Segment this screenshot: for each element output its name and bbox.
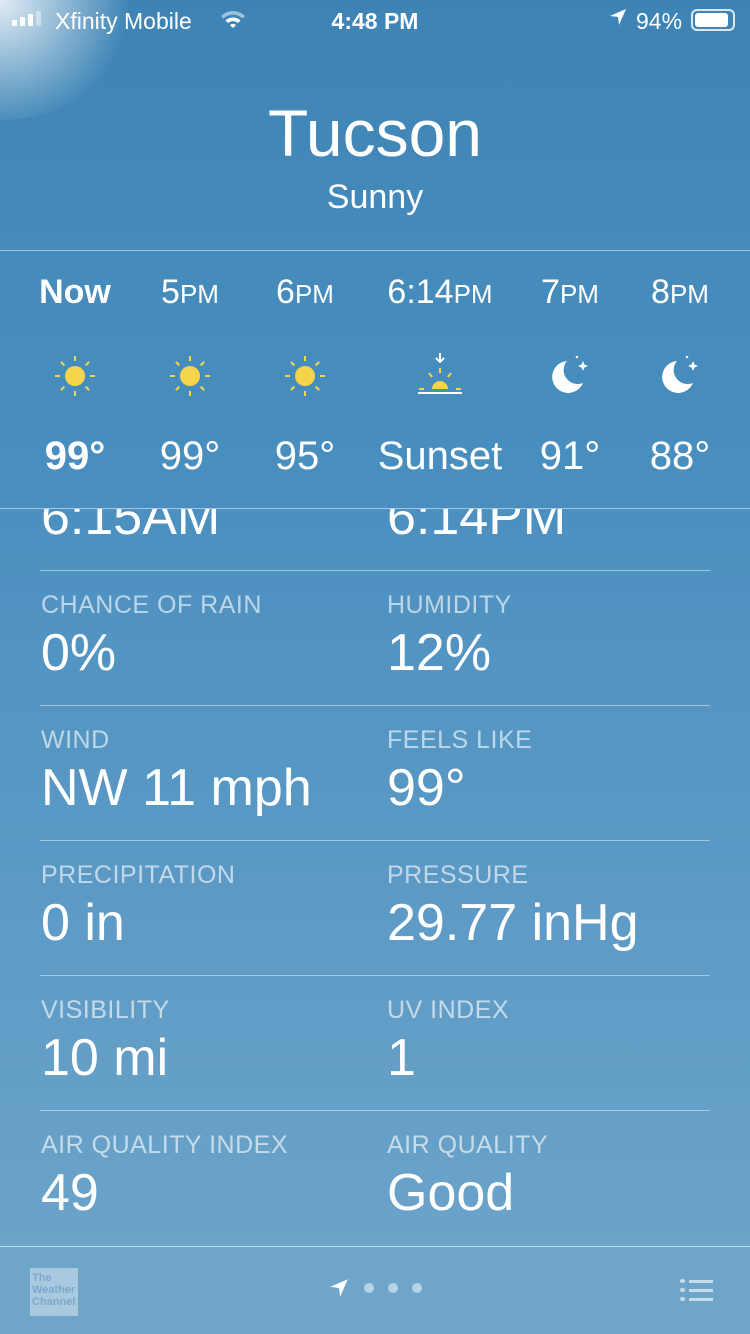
hour-time: Now: [39, 273, 111, 311]
hour-value: 99°: [159, 434, 221, 478]
detail-value: 12%: [387, 624, 492, 682]
details-list[interactable]: SUNRISE6:15AMSUNSET6:14PM CHANCE OF RAIN 0…: [0, 509, 750, 1246]
battery-percent: 94%: [636, 8, 683, 34]
detail-label: PRESSURE: [387, 861, 529, 889]
hour-value: 88°: [649, 434, 711, 478]
detail-label: VISIBILITY: [41, 996, 170, 1024]
city-name: Tucson: [268, 96, 482, 170]
detail-label: CHANCE OF RAIN: [41, 591, 262, 619]
detail-value: 99°: [387, 759, 466, 817]
page-dot[interactable]: [388, 1283, 398, 1293]
detail-label: UV INDEX: [387, 996, 510, 1024]
current-condition: Sunny: [326, 178, 424, 216]
hour-value: 99°: [44, 434, 106, 478]
detail-label: PRECIPITATION: [41, 861, 236, 889]
hour-time: 6: [276, 273, 295, 311]
hour-label: Now: [10, 273, 140, 312]
sun-icon: [240, 351, 370, 401]
detail-label: WIND: [41, 726, 110, 754]
location-arrow-icon: [608, 7, 628, 33]
detail-row: WIND NW 11 mph FEELS LIKE 99°: [40, 705, 710, 840]
moon-icon: [615, 351, 745, 401]
hour-value: 95°: [274, 434, 336, 478]
detail-value: 10 mi: [41, 1029, 169, 1087]
bottom-toolbar: The Weather Channel: [0, 1246, 750, 1334]
hour-time: 8: [651, 273, 670, 311]
hour-value: Sunset: [377, 434, 503, 478]
detail-label: FEELS LIKE: [387, 726, 533, 754]
page-dot[interactable]: [364, 1283, 374, 1293]
hourly-item: 7PM 91°: [505, 251, 635, 508]
battery-icon: [691, 9, 735, 31]
hour-time: 7: [541, 273, 560, 311]
sunset-icon: [375, 351, 505, 401]
detail-value: 49: [41, 1164, 99, 1222]
hour-label: 6:14PM: [375, 273, 505, 312]
hour-suffix: PM: [453, 279, 493, 309]
hour-value: 91°: [539, 434, 601, 478]
page-dot[interactable]: [412, 1283, 422, 1293]
current-location-icon: [330, 1279, 348, 1297]
detail-value: 6:15AM: [41, 509, 221, 546]
hour-time: 5: [161, 273, 180, 311]
hourly-item: Now 99°: [10, 251, 140, 508]
detail-label: AIR QUALITY: [387, 1131, 549, 1159]
detail-label: AIR QUALITY INDEX: [41, 1131, 288, 1159]
hour-suffix: PM: [294, 279, 334, 309]
hourly-item: 5PM 99°: [125, 251, 255, 508]
city-list-icon[interactable]: [680, 1279, 713, 1306]
hour-suffix: PM: [669, 279, 709, 309]
detail-row: AIR QUALITY INDEX 49 AIR QUALITY Good: [40, 1110, 710, 1245]
detail-value: 0%: [41, 624, 117, 682]
signal-icon: [12, 11, 41, 26]
hourly-item: 6PM 95°: [240, 251, 370, 508]
detail-label: HUMIDITY: [387, 591, 512, 619]
sun-icon: [10, 351, 140, 401]
detail-value: NW 11 mph: [41, 759, 312, 817]
detail-value: 6:14PM: [387, 509, 567, 546]
sun-icon: [125, 351, 255, 401]
detail-value: 1: [387, 1029, 416, 1087]
status-bar: Xfinity Mobile 4:48 PM 94%: [0, 0, 750, 40]
hourly-item: 8PM 88°: [615, 251, 745, 508]
wifi-icon: [220, 9, 246, 35]
moon-icon: [505, 351, 635, 401]
hourly-item: 6:14PM Sunset: [375, 251, 505, 508]
hourly-forecast[interactable]: Now 99° 5PM 99° 6PM 95° 6:14PM Sunset 7PM 91…: [0, 250, 750, 509]
hour-label: 6PM: [240, 273, 370, 312]
hour-label: 8PM: [615, 273, 745, 312]
detail-row: PRECIPITATION 0 in PRESSURE 29.77 inHg: [40, 840, 710, 975]
detail-value: Good: [387, 1164, 515, 1222]
hour-label: 7PM: [505, 273, 635, 312]
hour-label: 5PM: [125, 273, 255, 312]
page-indicator[interactable]: [328, 1277, 422, 1299]
detail-value: 0 in: [41, 894, 125, 952]
hour-time: 6:14: [387, 273, 454, 311]
weather-channel-logo[interactable]: The Weather Channel: [30, 1268, 78, 1316]
detail-row: CHANCE OF RAIN 0% HUMIDITY 12%: [40, 570, 710, 705]
carrier-name: Xfinity Mobile: [55, 8, 192, 34]
hour-suffix: PM: [179, 279, 219, 309]
detail-row: VISIBILITY 10 mi UV INDEX 1: [40, 975, 710, 1110]
clock: 4:48 PM: [331, 8, 419, 34]
hour-suffix: PM: [559, 279, 599, 309]
detail-value: 29.77 inHg: [387, 894, 639, 952]
detail-row: SUNRISE6:15AMSUNSET6:14PM: [40, 509, 710, 570]
